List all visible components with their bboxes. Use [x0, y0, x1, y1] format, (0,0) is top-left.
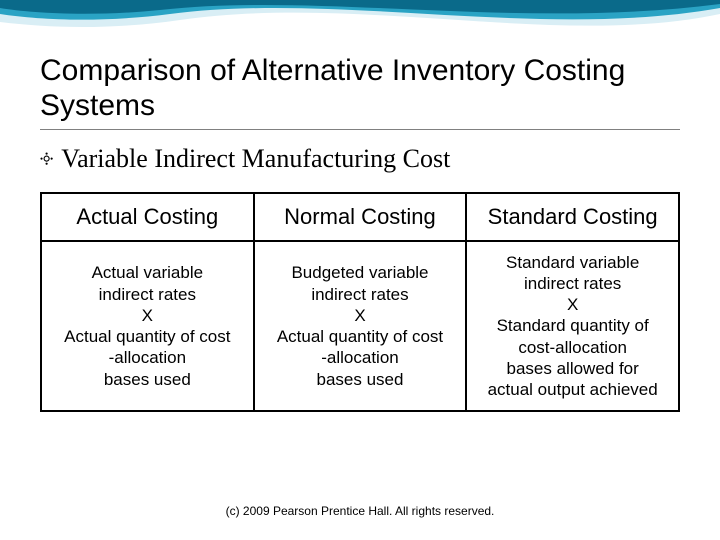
bullet-text: Variable Indirect Manufacturing Cost [61, 144, 450, 174]
bullet-row: ༓ Variable Indirect Manufacturing Cost [40, 144, 680, 174]
costing-table: Actual Costing Normal Costing Standard C… [40, 192, 680, 412]
copyright-footer: (c) 2009 Pearson Prentice Hall. All righ… [0, 504, 720, 518]
bullet-icon: ༓ [40, 148, 53, 170]
cell-actual: Actual variable indirect rates X Actual … [41, 241, 254, 411]
slide-content: Comparison of Alternative Inventory Cost… [40, 54, 680, 412]
cell-standard: Standard variable indirect rates X Stand… [466, 241, 679, 411]
slide-title: Comparison of Alternative Inventory Cost… [40, 54, 680, 130]
table-header-row: Actual Costing Normal Costing Standard C… [41, 193, 679, 241]
col-header-standard: Standard Costing [466, 193, 679, 241]
col-header-actual: Actual Costing [41, 193, 254, 241]
table-row: Actual variable indirect rates X Actual … [41, 241, 679, 411]
col-header-normal: Normal Costing [254, 193, 467, 241]
cell-normal: Budgeted variable indirect rates X Actua… [254, 241, 467, 411]
